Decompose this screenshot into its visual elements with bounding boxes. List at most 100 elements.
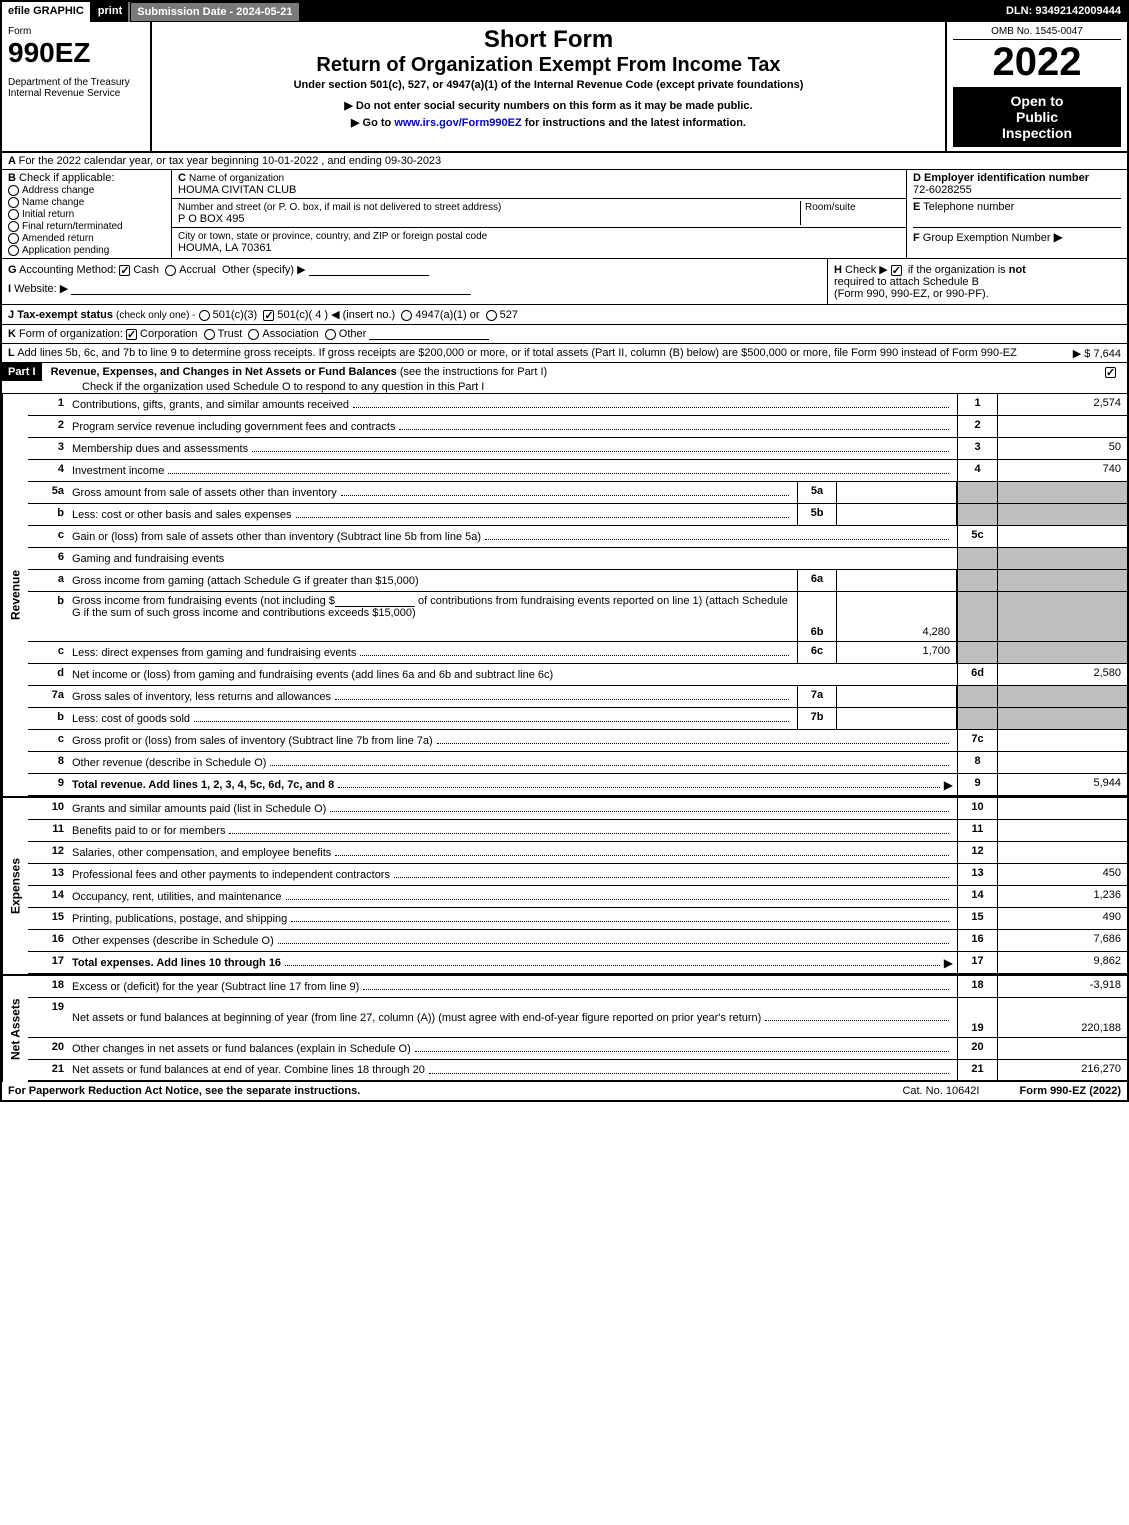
section-def: D Employer identification number 72-6028… — [907, 170, 1127, 258]
line-1-amount: 2,574 — [997, 394, 1127, 415]
dept-treasury: Department of the Treasury — [8, 77, 144, 88]
checkbox-corporation[interactable] — [126, 329, 137, 340]
checkbox-trust[interactable] — [204, 329, 215, 340]
page-footer: For Paperwork Reduction Act Notice, see … — [2, 1082, 1127, 1100]
line-15-amount: 490 — [997, 908, 1127, 929]
line-3-amount: 50 — [997, 438, 1127, 459]
line-9-amount: 5,944 — [997, 774, 1127, 795]
revenue-section: Revenue 1 Contributions, gifts, grants, … — [2, 394, 1127, 796]
dln-number: DLN: 93492142009444 — [1000, 2, 1127, 22]
line-6d-amount: 2,580 — [997, 664, 1127, 685]
part-i-title: Revenue, Expenses, and Changes in Net As… — [45, 366, 397, 378]
line-8: 8 Other revenue (describe in Schedule O)… — [28, 752, 1127, 774]
checkbox-initial-return[interactable] — [8, 209, 19, 220]
checkbox-association[interactable] — [248, 329, 259, 340]
line-19: 19 Net assets or fund balances at beginn… — [28, 998, 1127, 1038]
efile-label: efile GRAPHIC — [2, 2, 92, 22]
part-i-check-text: Check if the organization used Schedule … — [2, 381, 484, 393]
section-k: K Form of organization: Corporation Trus… — [2, 325, 1127, 344]
net-assets-section: Net Assets 18 Excess or (deficit) for th… — [2, 974, 1127, 1082]
line-6b: b Gross income from fundraising events (… — [28, 592, 1127, 642]
checkbox-501c[interactable] — [263, 310, 274, 321]
gross-receipts-amount: ▶ $ 7,644 — [1073, 347, 1121, 360]
other-method-input[interactable] — [309, 265, 429, 276]
checkbox-4947a1[interactable] — [401, 310, 412, 321]
checkbox-527[interactable] — [486, 310, 497, 321]
section-l: L Add lines 5b, 6c, and 7b to line 9 to … — [2, 344, 1127, 363]
checkbox-schedule-o[interactable] — [1105, 367, 1116, 378]
part-i-label: Part I — [2, 363, 42, 381]
org-name: HOUMA CIVITAN CLUB — [178, 184, 296, 196]
line-7b: b Less: cost of goods sold 7b — [28, 708, 1127, 730]
checkbox-final-return[interactable] — [8, 221, 19, 232]
line-5a: 5a Gross amount from sale of assets othe… — [28, 482, 1127, 504]
row-gh: G Accounting Method: Cash Accrual Other … — [2, 259, 1127, 305]
tax-year-range: For the 2022 calendar year, or tax year … — [19, 155, 442, 167]
section-h: H Check ▶ if the organization is not req… — [827, 259, 1127, 304]
line-6c: c Less: direct expenses from gaming and … — [28, 642, 1127, 664]
line-6d: d Net income or (loss) from gaming and f… — [28, 664, 1127, 686]
line-6c-amount: 1,700 — [837, 642, 957, 663]
line-20: 20 Other changes in net assets or fund b… — [28, 1038, 1127, 1060]
line-6b-amount: 4,280 — [837, 592, 957, 641]
line-7a: 7a Gross sales of inventory, less return… — [28, 686, 1127, 708]
line-6a: a Gross income from gaming (attach Sched… — [28, 570, 1127, 592]
expenses-section: Expenses 10 Grants and similar amounts p… — [2, 796, 1127, 974]
checkbox-accrual[interactable] — [165, 265, 176, 276]
header-center: Short Form Return of Organization Exempt… — [152, 22, 947, 151]
note-ssn: ▶ Do not enter social security numbers o… — [158, 99, 939, 112]
checkbox-amended-return[interactable] — [8, 233, 19, 244]
checkbox-501c3[interactable] — [199, 310, 210, 321]
form-number: 990EZ — [8, 37, 144, 69]
netassets-side-label: Net Assets — [2, 976, 28, 1082]
form-title: Return of Organization Exempt From Incom… — [158, 54, 939, 77]
footer-form: Form 990-EZ (2022) — [1020, 1085, 1122, 1097]
row-bcdef: B Check if applicable: Address change Na… — [2, 170, 1127, 259]
line-15: 15 Printing, publications, postage, and … — [28, 908, 1127, 930]
line-12: 12 Salaries, other compensation, and emp… — [28, 842, 1127, 864]
line-5c: c Gain or (loss) from sale of assets oth… — [28, 526, 1127, 548]
website-input[interactable] — [71, 284, 471, 295]
checkbox-cash[interactable] — [119, 265, 130, 276]
tax-year: 2022 — [953, 40, 1121, 85]
checkbox-schedule-b[interactable] — [891, 265, 902, 276]
line-10: 10 Grants and similar amounts paid (list… — [28, 798, 1127, 820]
dept-irs: Internal Revenue Service — [8, 88, 144, 99]
checkbox-address-change[interactable] — [8, 185, 19, 196]
header-left: Form 990EZ Department of the Treasury In… — [2, 22, 152, 151]
note-goto: ▶ Go to www.irs.gov/Form990EZ for instru… — [158, 116, 939, 129]
section-g: G Accounting Method: Cash Accrual Other … — [2, 259, 827, 304]
line-17: 17 Total expenses. Add lines 10 through … — [28, 952, 1127, 974]
checkbox-name-change[interactable] — [8, 197, 19, 208]
line-16: 16 Other expenses (describe in Schedule … — [28, 930, 1127, 952]
part-i-header: Part I Revenue, Expenses, and Changes in… — [2, 363, 1127, 394]
org-street: P O BOX 495 — [178, 213, 244, 225]
footer-catno: Cat. No. 10642I — [902, 1085, 979, 1097]
checkbox-other-org[interactable] — [325, 329, 336, 340]
line-14-amount: 1,236 — [997, 886, 1127, 907]
print-label[interactable]: print — [92, 2, 130, 22]
line-17-amount: 9,862 — [997, 952, 1127, 973]
form-subtitle: Under section 501(c), 527, or 4947(a)(1)… — [158, 79, 939, 91]
checkbox-application-pending[interactable] — [8, 245, 19, 256]
line-19-amount: 220,188 — [997, 998, 1127, 1037]
section-j: J Tax-exempt status (check only one) - 5… — [2, 305, 1127, 325]
line-9: 9 Total revenue. Add lines 1, 2, 3, 4, 5… — [28, 774, 1127, 796]
line-21: 21 Net assets or fund balances at end of… — [28, 1060, 1127, 1082]
line-3: 3 Membership dues and assessments 3 50 — [28, 438, 1127, 460]
line-16-amount: 7,686 — [997, 930, 1127, 951]
form-header: Form 990EZ Department of the Treasury In… — [2, 22, 1127, 153]
section-c: C Name of organization HOUMA CIVITAN CLU… — [172, 170, 907, 258]
open-inspection-box: Open to Public Inspection — [953, 87, 1121, 147]
line-2: 2 Program service revenue including gove… — [28, 416, 1127, 438]
submission-date: Submission Date - 2024-05-21 — [130, 2, 299, 22]
line-21-amount: 216,270 — [997, 1060, 1127, 1080]
ein-value: 72-6028255 — [913, 184, 972, 196]
line-1: 1 Contributions, gifts, grants, and simi… — [28, 394, 1127, 416]
org-city: HOUMA, LA 70361 — [178, 242, 272, 254]
section-a: A For the 2022 calendar year, or tax yea… — [2, 153, 1127, 170]
expenses-side-label: Expenses — [2, 798, 28, 974]
form-word: Form — [8, 26, 144, 37]
irs-link[interactable]: www.irs.gov/Form990EZ — [394, 117, 521, 129]
line-14: 14 Occupancy, rent, utilities, and maint… — [28, 886, 1127, 908]
